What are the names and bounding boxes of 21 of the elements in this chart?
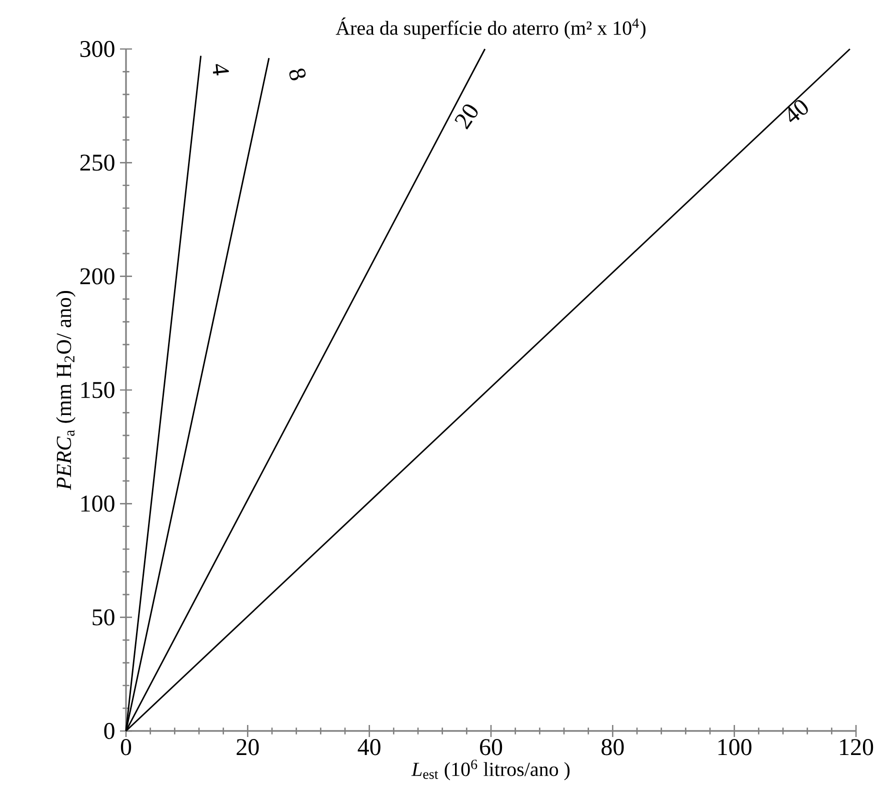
x-axis-title: L$_{est}$ (10$^{6}$ litros/ano ) <box>411 760 570 780</box>
y-tick-label: 200 <box>80 268 114 284</box>
y-tick-label: 300 <box>80 40 114 58</box>
x-tick-label: 60 <box>480 739 502 756</box>
x-tick-label: 100 <box>718 739 752 756</box>
x-tick-label: 0 <box>120 739 132 756</box>
y-tick-label: 150 <box>81 382 114 398</box>
y-tick-label: 50 <box>92 609 114 626</box>
x-tick-label: 20 <box>236 739 259 756</box>
annotation: 20 <box>454 104 478 130</box>
annotation: 8 <box>289 68 306 80</box>
annotation: 4 <box>212 64 229 76</box>
y-tick-label: 0 <box>104 722 114 740</box>
x-tick-label: 120 <box>840 739 874 756</box>
chart-title: Área da superfície do aterro (m² x 10$^{4}$) <box>336 18 646 39</box>
y-axis-title: PERC$_{a}$ (mm H$_{2}$O/ ano) <box>56 290 76 490</box>
annotation: 40 <box>788 100 808 122</box>
x-tick-label: 80 <box>602 739 624 756</box>
x-tick-label: 40 <box>358 739 380 756</box>
y-tick-label: 100 <box>81 496 114 512</box>
y-tick-label: 250 <box>80 154 114 171</box>
